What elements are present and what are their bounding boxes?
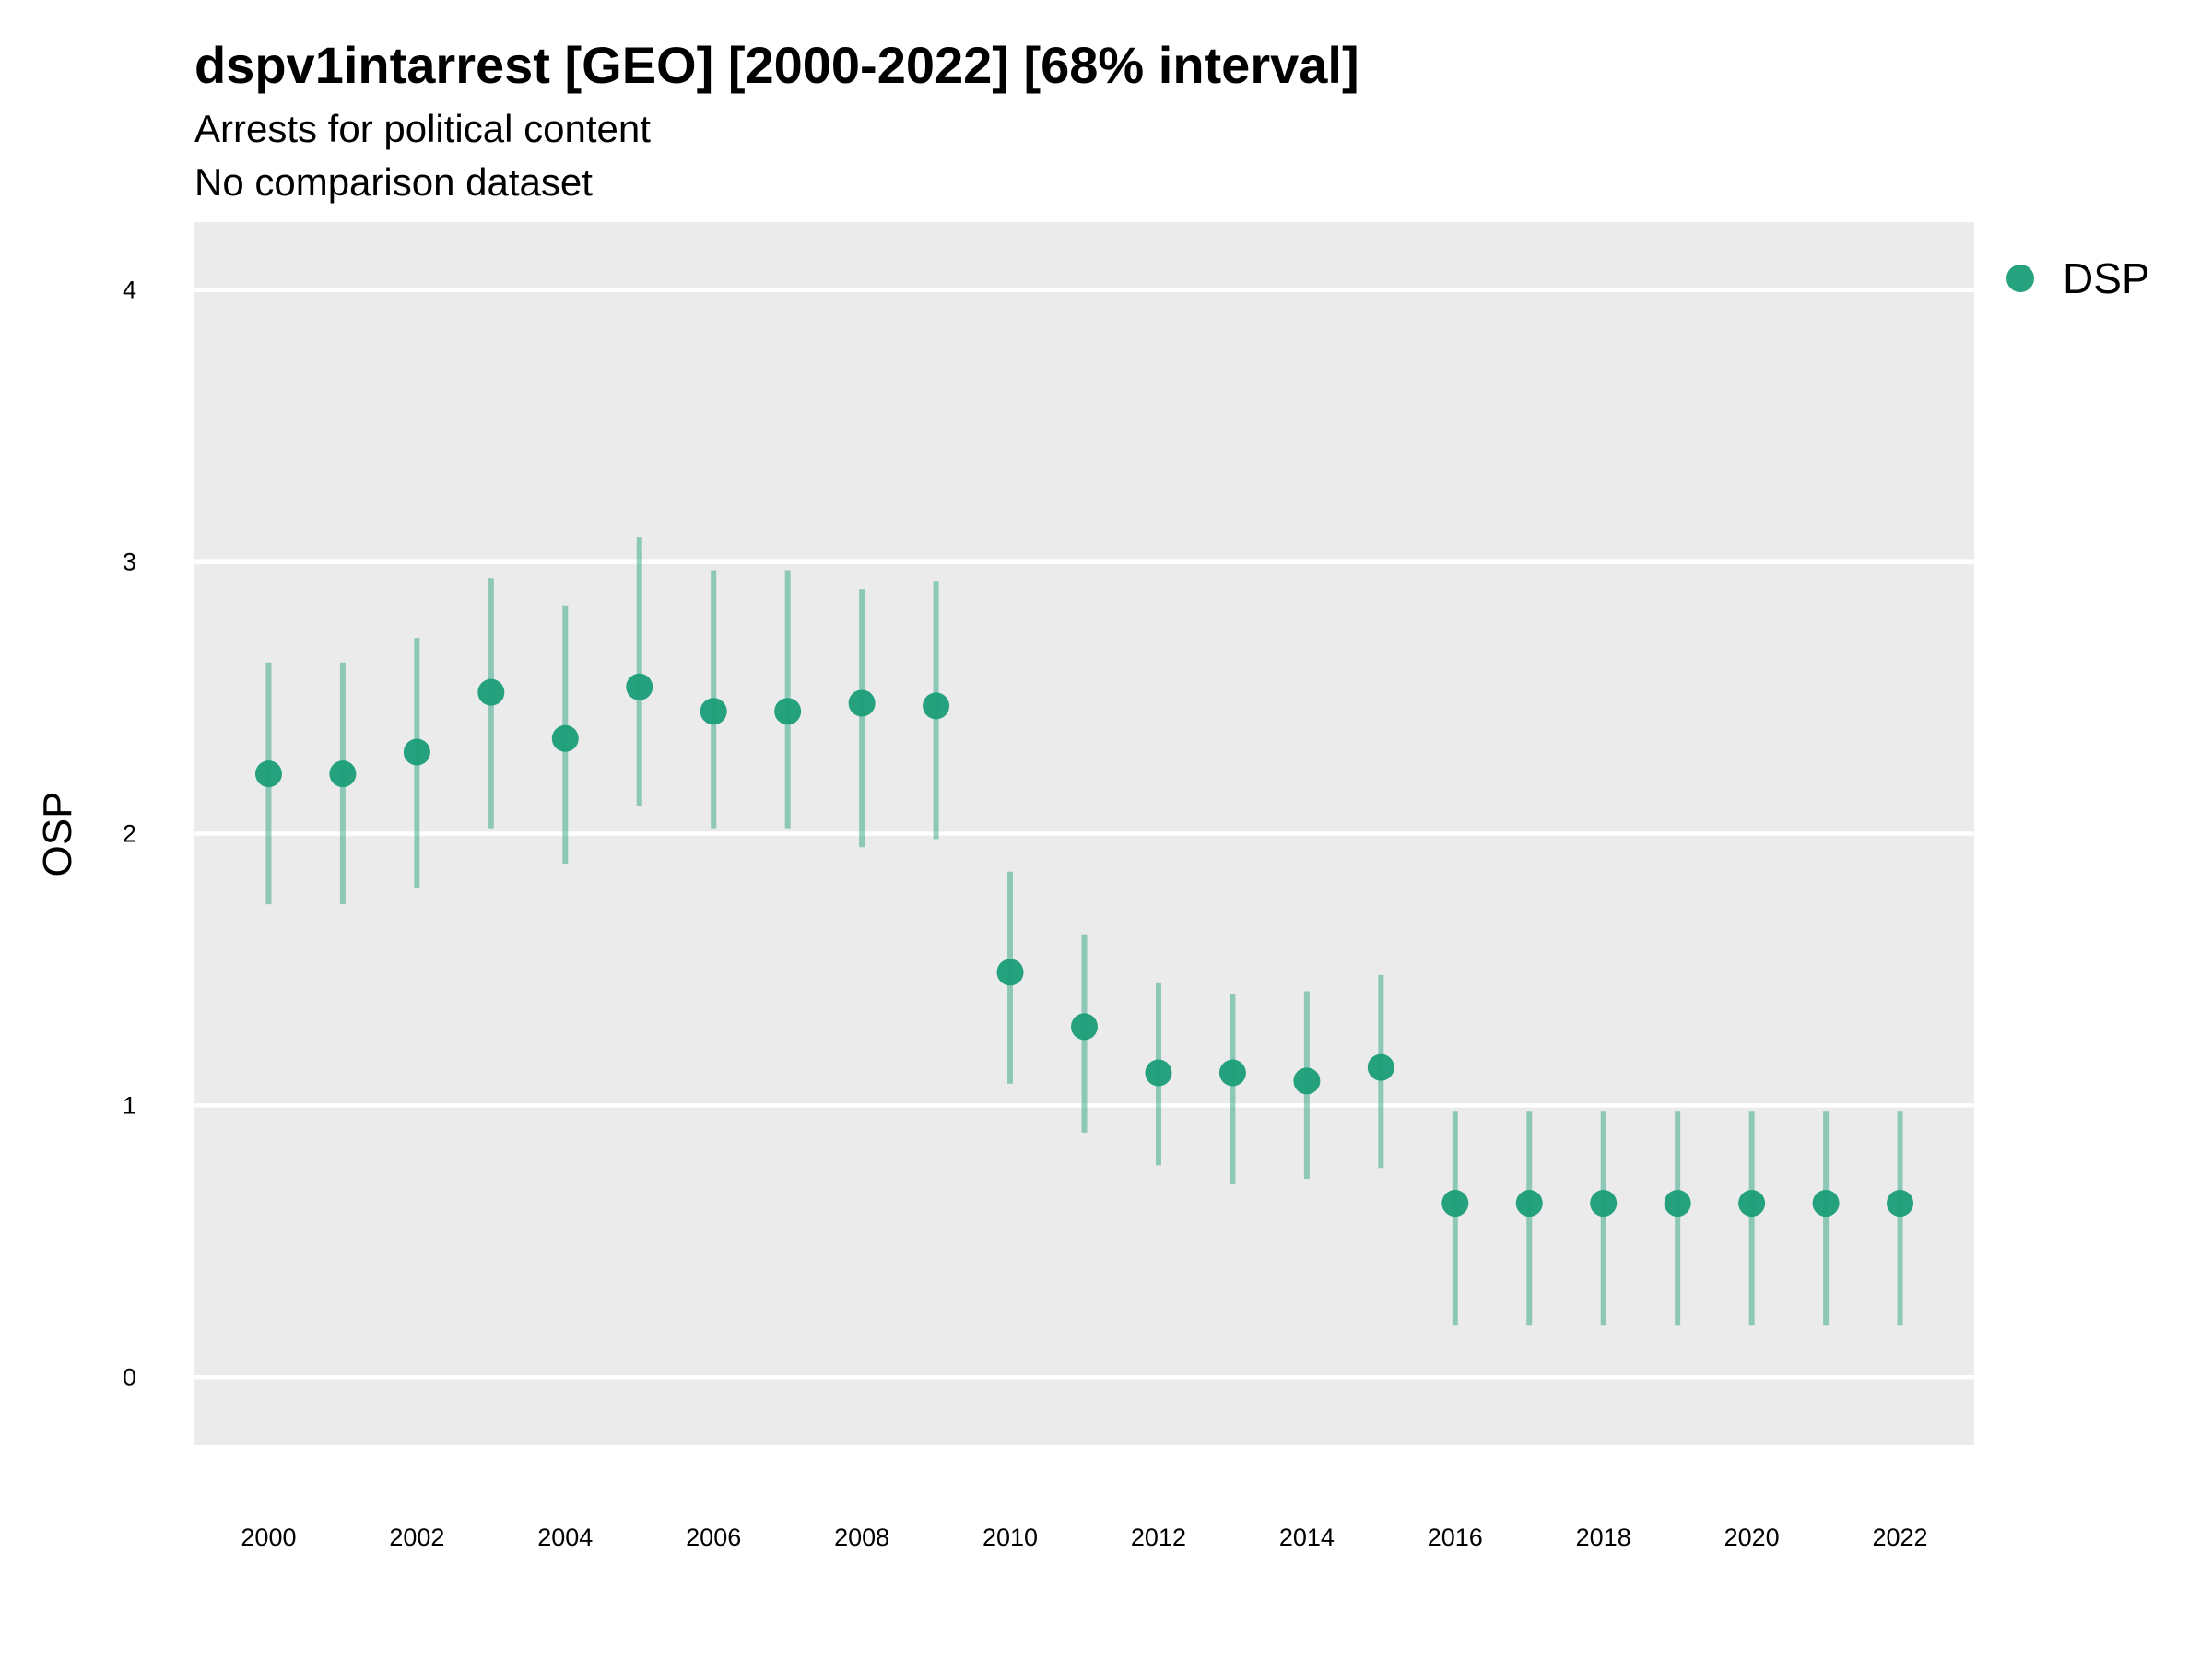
data-points (254, 673, 1914, 1218)
legend-key-dsp (2006, 265, 2034, 292)
y-tick-label: 4 (123, 276, 136, 304)
chart-caption: No comparison dataset (194, 160, 593, 204)
x-tick-labels: 2000 2002 2004 2006 2008 2010 2012 2014 2016 2018… (241, 1524, 1927, 1551)
data-point (1664, 1190, 1691, 1218)
y-tick-labels: 0 1 2 3 4 (123, 276, 136, 1392)
x-tick-label: 2014 (1279, 1524, 1335, 1551)
data-point (848, 689, 876, 717)
data-point (774, 698, 802, 725)
grid-layer (194, 288, 1974, 1380)
x-tick-label: 2016 (1428, 1524, 1483, 1551)
data-point (1441, 1190, 1469, 1218)
data-point (254, 760, 282, 788)
data-point (1887, 1190, 1914, 1218)
x-tick-label: 2000 (241, 1524, 296, 1551)
legend-label-dsp: DSP (2063, 254, 2150, 302)
x-tick-label: 2002 (389, 1524, 444, 1551)
y-tick-label: 2 (123, 820, 136, 848)
data-point (996, 959, 1024, 986)
data-point (1218, 1059, 1246, 1087)
data-point (1515, 1190, 1543, 1218)
x-tick-label: 2010 (982, 1524, 1038, 1551)
y-tick-label: 0 (123, 1363, 136, 1391)
data-point (626, 673, 653, 700)
data-point (403, 738, 430, 766)
data-point (477, 678, 505, 706)
y-tick-label: 1 (123, 1091, 136, 1119)
x-tick-label: 2006 (686, 1524, 741, 1551)
x-tick-label: 2004 (537, 1524, 593, 1551)
x-tick-label: 2008 (834, 1524, 889, 1551)
data-point (1812, 1190, 1840, 1218)
x-tick-label: 2012 (1131, 1524, 1186, 1551)
data-point (1590, 1190, 1618, 1218)
data-point (1738, 1190, 1766, 1218)
chart-title: dspv1intarrest [GEO] [2000-2022] [68% in… (194, 36, 1359, 94)
data-point (1071, 1013, 1098, 1041)
y-axis-title: OSP (35, 792, 80, 877)
data-point (1367, 1053, 1394, 1081)
data-point (700, 698, 727, 725)
x-tick-label: 2022 (1873, 1524, 1928, 1551)
x-tick-label: 2018 (1576, 1524, 1631, 1551)
legend: DSP (2006, 254, 2150, 302)
data-point (551, 724, 579, 752)
data-point (1293, 1067, 1321, 1095)
y-tick-label: 3 (123, 548, 136, 576)
data-point (1145, 1059, 1172, 1087)
chart-subtitle: Arrests for political content (194, 107, 651, 150)
data-point (923, 692, 950, 720)
data-point (329, 760, 357, 788)
x-tick-label: 2020 (1724, 1524, 1780, 1551)
